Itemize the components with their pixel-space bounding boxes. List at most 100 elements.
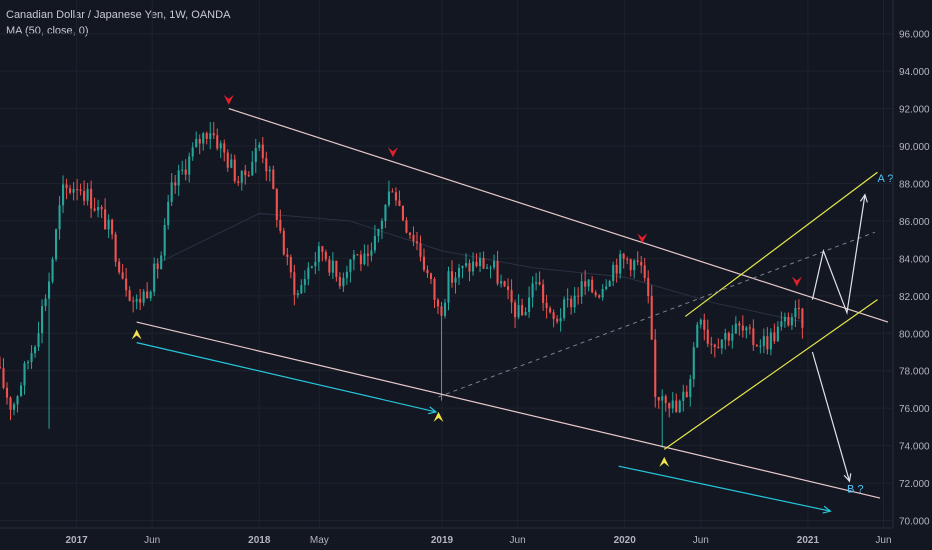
candle-body: [563, 299, 566, 318]
candle-body: [531, 283, 534, 298]
price-tick-label: 80.000: [899, 329, 930, 340]
candle-body: [461, 265, 464, 269]
candle-body: [422, 256, 426, 270]
top-marker-icon: [791, 276, 802, 287]
candle-body: [570, 298, 573, 308]
price-axis-background: [893, 0, 932, 550]
candle-body: [556, 318, 559, 322]
candle-body: [426, 269, 429, 274]
cyan-arrow-2-line: [618, 465, 831, 512]
candle-body: [524, 312, 527, 316]
candle-body: [675, 400, 678, 413]
dashed-trendline: [438, 231, 876, 398]
symbol-title[interactable]: Canadian Dollar / Japanese Yen, 1W, OAND…: [6, 9, 231, 21]
candle-body: [734, 323, 737, 334]
candle-body: [93, 208, 96, 211]
candle-body: [619, 253, 622, 274]
candle-body: [33, 346, 37, 354]
candle-body: [142, 291, 145, 303]
candle-body: [345, 271, 348, 278]
candle-body: [282, 230, 285, 255]
candle-body: [272, 169, 275, 189]
candle-body: [352, 254, 355, 260]
candle-body: [233, 159, 236, 182]
candle-body: [790, 317, 793, 326]
candle-body: [195, 139, 198, 148]
candle-body: [450, 271, 454, 283]
candle-body: [240, 170, 243, 183]
candle-body: [731, 333, 734, 341]
candle-body: [759, 345, 762, 347]
candle-body: [650, 296, 653, 340]
candle-body: [184, 169, 187, 175]
candle-body: [90, 188, 93, 209]
projection-down-path: [811, 351, 851, 482]
candle-body: [419, 243, 422, 257]
time-tick-label: 2017: [65, 535, 88, 546]
candle-body: [573, 295, 576, 308]
candle-body: [153, 263, 156, 292]
candle-body: [440, 306, 443, 316]
candle-body: [493, 261, 496, 268]
candle-body: [209, 133, 212, 139]
candle-body: [205, 133, 208, 139]
price-tick-label: 84.000: [899, 254, 930, 265]
candle-body: [118, 261, 121, 273]
projection-up-arrowhead: [859, 193, 868, 203]
candle-body: [510, 290, 513, 303]
candle-body: [48, 281, 51, 299]
cyan-arrow-1-head: [428, 406, 438, 415]
candle-body: [485, 267, 489, 269]
price-tick-label: 94.000: [899, 67, 930, 78]
price-tick-label: 70.000: [899, 517, 930, 528]
candle-body: [188, 156, 191, 175]
candle-body: [107, 219, 110, 230]
time-tick-label: Jun: [510, 535, 526, 546]
candle-body: [594, 292, 597, 296]
candle-body: [478, 257, 482, 267]
candle-body: [601, 288, 604, 298]
candle-body: [780, 321, 783, 327]
candle-body: [310, 266, 313, 268]
time-tick-label: Jun: [875, 535, 891, 546]
top-marker-icon: [223, 94, 234, 105]
cyan-arrow-1-line: [136, 342, 437, 413]
candle-body: [139, 298, 142, 303]
candle-body: [317, 246, 320, 262]
candle-body: [111, 219, 114, 235]
candle-body: [587, 279, 590, 287]
cyan-arrow-2-head: [822, 505, 832, 514]
candle-body: [433, 279, 436, 300]
candle-body: [696, 324, 699, 348]
price-tick-label: 82.000: [899, 292, 930, 303]
candle-body: [471, 261, 475, 272]
candle-body: [366, 253, 369, 256]
candle-body: [170, 182, 173, 202]
rising-channel-lower-line: [663, 299, 878, 450]
time-tick-label: 2019: [431, 535, 454, 546]
candle-body: [16, 396, 19, 405]
bottom-marker-icon: [433, 411, 444, 422]
candle-body: [391, 191, 394, 193]
candle-body: [598, 295, 601, 298]
candle-body: [745, 327, 748, 331]
candle-body: [500, 281, 503, 284]
candle-body: [580, 281, 583, 297]
candle-body: [566, 298, 569, 300]
candle-body: [671, 400, 674, 409]
candle-body: [384, 205, 387, 221]
candle-body: [338, 276, 341, 287]
candle-body: [58, 205, 61, 230]
candle-body: [303, 279, 306, 285]
price-tick-label: 96.000: [899, 30, 930, 41]
candle-body: [163, 224, 166, 256]
candle-body: [797, 307, 800, 309]
candle-body: [514, 302, 517, 318]
candle-body: [65, 184, 68, 189]
candle-body: [412, 235, 415, 242]
candle-body: [296, 293, 299, 296]
candle-body: [394, 192, 397, 201]
candle-body: [268, 169, 271, 172]
candle-body: [664, 396, 667, 404]
